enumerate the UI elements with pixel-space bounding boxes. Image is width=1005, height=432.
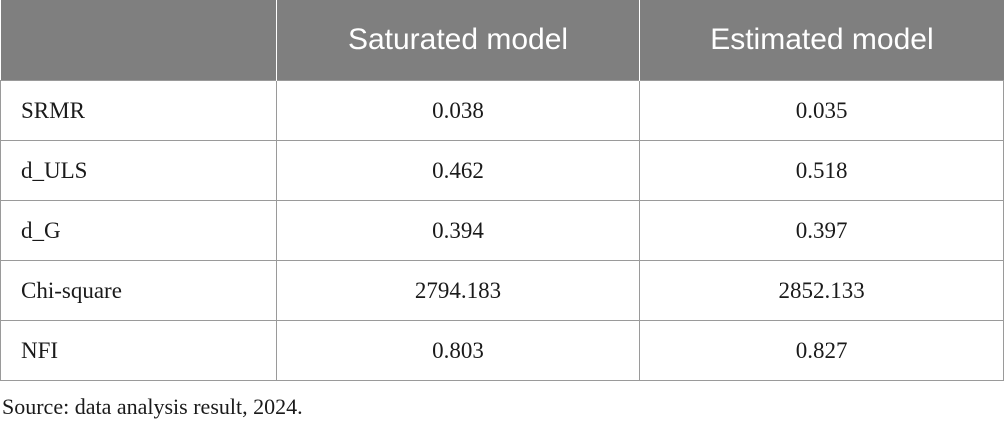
value-cell: 2794.183 xyxy=(275,260,641,321)
header-cell: Estimated model xyxy=(639,0,1004,81)
header-row: Saturated model Estimated model xyxy=(0,0,1004,81)
value-cell: 0.038 xyxy=(275,80,641,141)
row-label: Chi-square xyxy=(0,260,277,321)
table-row: Chi-square 2794.183 2852.133 xyxy=(0,260,1004,321)
row-label: SRMR xyxy=(0,80,277,141)
table-row: SRMR 0.038 0.035 xyxy=(0,80,1004,141)
value-cell: 0.518 xyxy=(639,140,1004,201)
table-header: Saturated model Estimated model xyxy=(0,0,1004,81)
header-cell: Saturated model xyxy=(275,0,640,81)
value-cell: 0.803 xyxy=(275,320,641,381)
header-cell xyxy=(0,0,277,81)
value-cell: 0.394 xyxy=(275,200,641,261)
value-cell: 0.397 xyxy=(639,200,1004,261)
value-cell: 2852.133 xyxy=(639,260,1004,321)
row-label: d_G xyxy=(0,200,277,261)
table-body: SRMR 0.038 0.035 d_ULS 0.462 0.518 d_G 0.394 0.3… xyxy=(0,80,1004,381)
row-label: d_ULS xyxy=(0,140,277,201)
value-cell: 0.462 xyxy=(275,140,641,201)
table-row: d_ULS 0.462 0.518 xyxy=(0,140,1004,201)
table-row: NFI 0.803 0.827 xyxy=(0,320,1004,381)
row-label: NFI xyxy=(0,320,277,381)
source-note: Source: data analysis result, 2024. xyxy=(2,394,303,419)
table-row: d_G 0.394 0.397 xyxy=(0,200,1004,261)
value-cell: 0.035 xyxy=(639,80,1004,141)
fit-table: Saturated model Estimated model SRMR 0.03… xyxy=(0,0,1004,381)
value-cell: 0.827 xyxy=(639,320,1004,381)
